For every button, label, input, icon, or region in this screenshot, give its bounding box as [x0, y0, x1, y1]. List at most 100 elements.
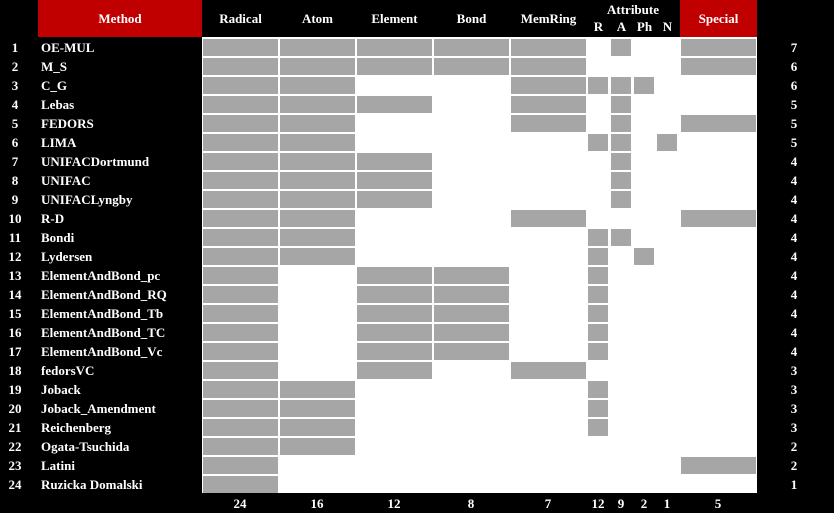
column-total: 7: [544, 496, 552, 511]
filled-cell: [203, 381, 278, 398]
row-total: 4: [790, 287, 798, 302]
filled-cell: [357, 305, 432, 322]
header-bond: Bond: [456, 10, 487, 26]
header-element: Element: [371, 10, 418, 26]
row-number: 13: [8, 268, 22, 283]
method-name: FEDORS: [41, 116, 94, 131]
filled-cell: [434, 305, 509, 322]
column-total: 16: [310, 496, 324, 511]
filled-cell: [357, 191, 432, 208]
row-number: 9: [11, 192, 19, 207]
row-total: 4: [790, 192, 798, 207]
filled-cell: [203, 229, 278, 246]
filled-cell: [588, 324, 608, 341]
filled-cell: [611, 96, 631, 113]
filled-cell: [611, 39, 631, 56]
filled-cell: [434, 267, 509, 284]
method-name: M_S: [41, 59, 67, 74]
row-total: 5: [790, 135, 798, 150]
filled-cell: [357, 267, 432, 284]
filled-cell: [681, 457, 756, 474]
method-name: C_G: [41, 78, 67, 93]
filled-cell: [511, 58, 586, 75]
row-total: 4: [790, 173, 798, 188]
filled-cell: [203, 419, 278, 436]
method-column: [38, 37, 202, 493]
filled-cell: [280, 39, 355, 56]
header-special: Special: [680, 0, 757, 37]
row-number: 5: [11, 116, 19, 131]
method-name: Lebas: [41, 97, 75, 112]
method-name: OE-MUL: [41, 40, 95, 55]
filled-cell: [203, 134, 278, 151]
filled-cell: [657, 134, 677, 151]
header-attr-r: R: [593, 19, 604, 34]
header-attr-n: N: [662, 19, 673, 34]
filled-cell: [511, 115, 586, 132]
header-atom: Atom: [301, 10, 334, 26]
filled-cell: [588, 134, 608, 151]
filled-cell: [203, 324, 278, 341]
filled-cell: [203, 267, 278, 284]
row-total: 4: [790, 325, 798, 340]
filled-cell: [280, 210, 355, 227]
method-name: Latini: [41, 458, 75, 473]
filled-cell: [280, 381, 355, 398]
row-total: 4: [790, 211, 798, 226]
row-number: 8: [11, 173, 19, 188]
filled-cell: [357, 324, 432, 341]
method-name: fedorsVC: [41, 363, 95, 378]
filled-cell: [280, 229, 355, 246]
row-total: 2: [790, 439, 798, 454]
method-name: ElementAndBond_pc: [41, 268, 161, 283]
filled-cell: [203, 400, 278, 417]
filled-cell: [203, 191, 278, 208]
row-number: 16: [8, 325, 22, 340]
filled-cell: [434, 324, 509, 341]
filled-cell: [203, 476, 278, 493]
header-memring: MemRing: [520, 10, 577, 26]
row-total: 5: [790, 97, 798, 112]
method-name: Ruzicka Domalski: [41, 477, 143, 492]
row-total: 5: [790, 116, 798, 131]
row-number: 22: [8, 439, 22, 454]
method-name: R-D: [41, 211, 65, 226]
filled-cell: [588, 77, 608, 94]
filled-cell: [203, 172, 278, 189]
filled-cell: [280, 172, 355, 189]
row-number: 23: [8, 458, 22, 473]
filled-cell: [511, 96, 586, 113]
column-total: 24: [233, 496, 247, 511]
filled-cell: [588, 381, 608, 398]
filled-cell: [434, 343, 509, 360]
method-name: LIMA: [41, 135, 77, 150]
row-number: 11: [8, 230, 22, 245]
filled-cell: [280, 153, 355, 170]
filled-cell: [611, 77, 631, 94]
filled-cell: [588, 400, 608, 417]
filled-cell: [280, 248, 355, 265]
header-attr-a: A: [616, 19, 627, 34]
filled-cell: [588, 419, 608, 436]
filled-cell: [634, 77, 654, 94]
row-number: 17: [8, 344, 22, 359]
row-number: 15: [8, 306, 22, 321]
filled-cell: [434, 58, 509, 75]
filled-cell: [203, 362, 278, 379]
filled-cell: [611, 229, 631, 246]
column-total: 12: [591, 496, 605, 511]
filled-cell: [203, 457, 278, 474]
filled-cell: [280, 96, 355, 113]
filled-cell: [681, 115, 756, 132]
filled-cell: [357, 153, 432, 170]
column-total: 2: [640, 496, 648, 511]
filled-cell: [203, 248, 278, 265]
filled-cell: [203, 153, 278, 170]
filled-cell: [280, 400, 355, 417]
filled-cell: [203, 210, 278, 227]
method-name: Lydersen: [41, 249, 93, 264]
filled-cell: [357, 96, 432, 113]
filled-cell: [611, 134, 631, 151]
grid-background: [202, 37, 757, 493]
filled-cell: [611, 115, 631, 132]
